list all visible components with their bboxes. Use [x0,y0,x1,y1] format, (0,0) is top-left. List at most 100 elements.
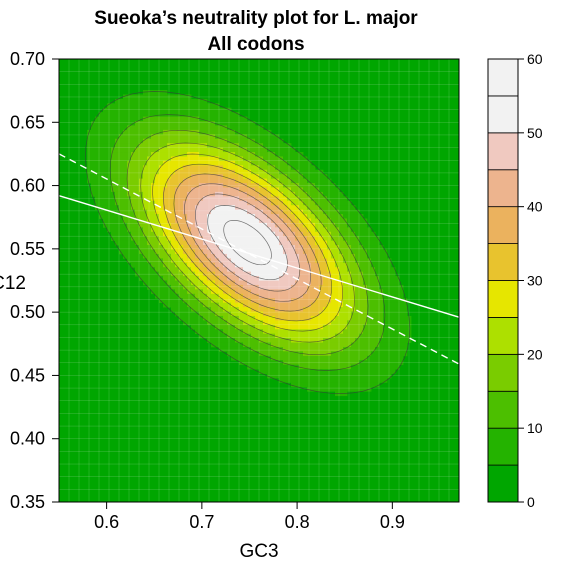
density-cell [267,302,272,308]
density-cell [247,267,252,273]
density-cell [167,231,172,237]
density-cell [239,240,244,246]
density-cell [335,302,340,308]
density-cell [347,346,352,352]
density-cell [271,298,276,304]
density-cell [319,196,324,202]
density-cell [267,222,272,228]
contour-line [109,114,386,371]
density-cell [299,240,304,246]
density-cell [143,267,148,273]
density-cell [399,329,404,335]
density-cell [347,240,352,246]
density-cell [251,183,256,188]
density-cell [299,338,304,343]
density-cell [315,191,320,197]
density-cell [223,298,228,304]
density-cell [347,298,352,304]
density-cell [183,187,188,193]
density-cell [231,147,236,153]
density-cell [119,156,124,162]
density-cell [331,200,336,206]
density-cell [367,382,372,388]
density-cell [335,373,340,379]
density-cell [235,209,240,215]
density-cell [247,236,252,242]
density-cell [123,125,128,131]
density-cell [199,107,204,113]
density-cell [239,227,244,233]
density-cell [251,360,256,366]
density-cell [311,307,316,312]
density-cell [295,267,300,273]
density-cell [351,298,356,304]
density-cell [359,320,364,326]
density-cell [243,231,248,237]
density-cell [155,218,160,224]
density-cell [115,227,120,233]
density-cell [139,165,144,171]
density-cell [375,338,380,343]
density-cell [147,187,152,193]
density-cell [367,329,372,335]
density-cell [291,307,296,312]
density-cell [263,315,268,321]
density-cell [295,360,300,366]
density-cell [271,315,276,321]
density-cell [251,121,256,126]
density-cell [191,315,196,321]
density-cell [159,174,164,180]
density-cell [299,222,304,228]
density-cell [351,311,356,317]
density-cell [351,222,356,228]
density-cell [311,276,316,281]
density-cell [179,125,184,131]
density-cell [171,209,176,215]
density-cell [139,227,144,233]
density-cell [367,342,372,348]
density-cell [155,138,160,144]
density-cell [311,214,316,219]
density-cell [247,227,252,233]
density-cell [287,329,292,335]
density-cell [295,240,300,246]
density-cell [203,289,208,295]
density-cell [227,258,232,264]
density-cell [183,125,188,131]
density-cell [291,276,296,281]
density-cell [295,178,300,184]
density-cell [295,311,300,317]
density-cell [179,116,184,122]
density-cell [223,276,228,281]
density-cell [187,200,192,206]
density-cell [371,302,376,308]
density-cell [355,222,360,228]
density-cell [315,342,320,348]
density-cell [363,240,368,246]
density-cell [123,191,128,197]
density-cell [227,165,232,171]
density-cell [231,191,236,197]
density-cell [343,276,348,281]
density-cell [355,253,360,259]
density-cell [339,298,344,304]
density-cell [291,187,296,193]
density-cell [123,103,128,109]
density-cell [299,258,304,264]
density-cell [267,293,272,299]
density-cell [175,271,180,277]
density-cell [179,191,184,197]
density-cell [231,293,236,299]
density-cell [215,293,220,299]
density-cell [167,262,172,268]
density-cell [235,174,240,180]
density-cell [283,174,288,180]
density-cell [331,258,336,264]
density-cell [179,183,184,188]
density-cell [303,209,308,215]
density-cell [283,320,288,326]
density-cell [195,156,200,162]
density-cell [247,187,252,193]
density-cell [179,218,184,224]
density-cell [119,236,124,242]
